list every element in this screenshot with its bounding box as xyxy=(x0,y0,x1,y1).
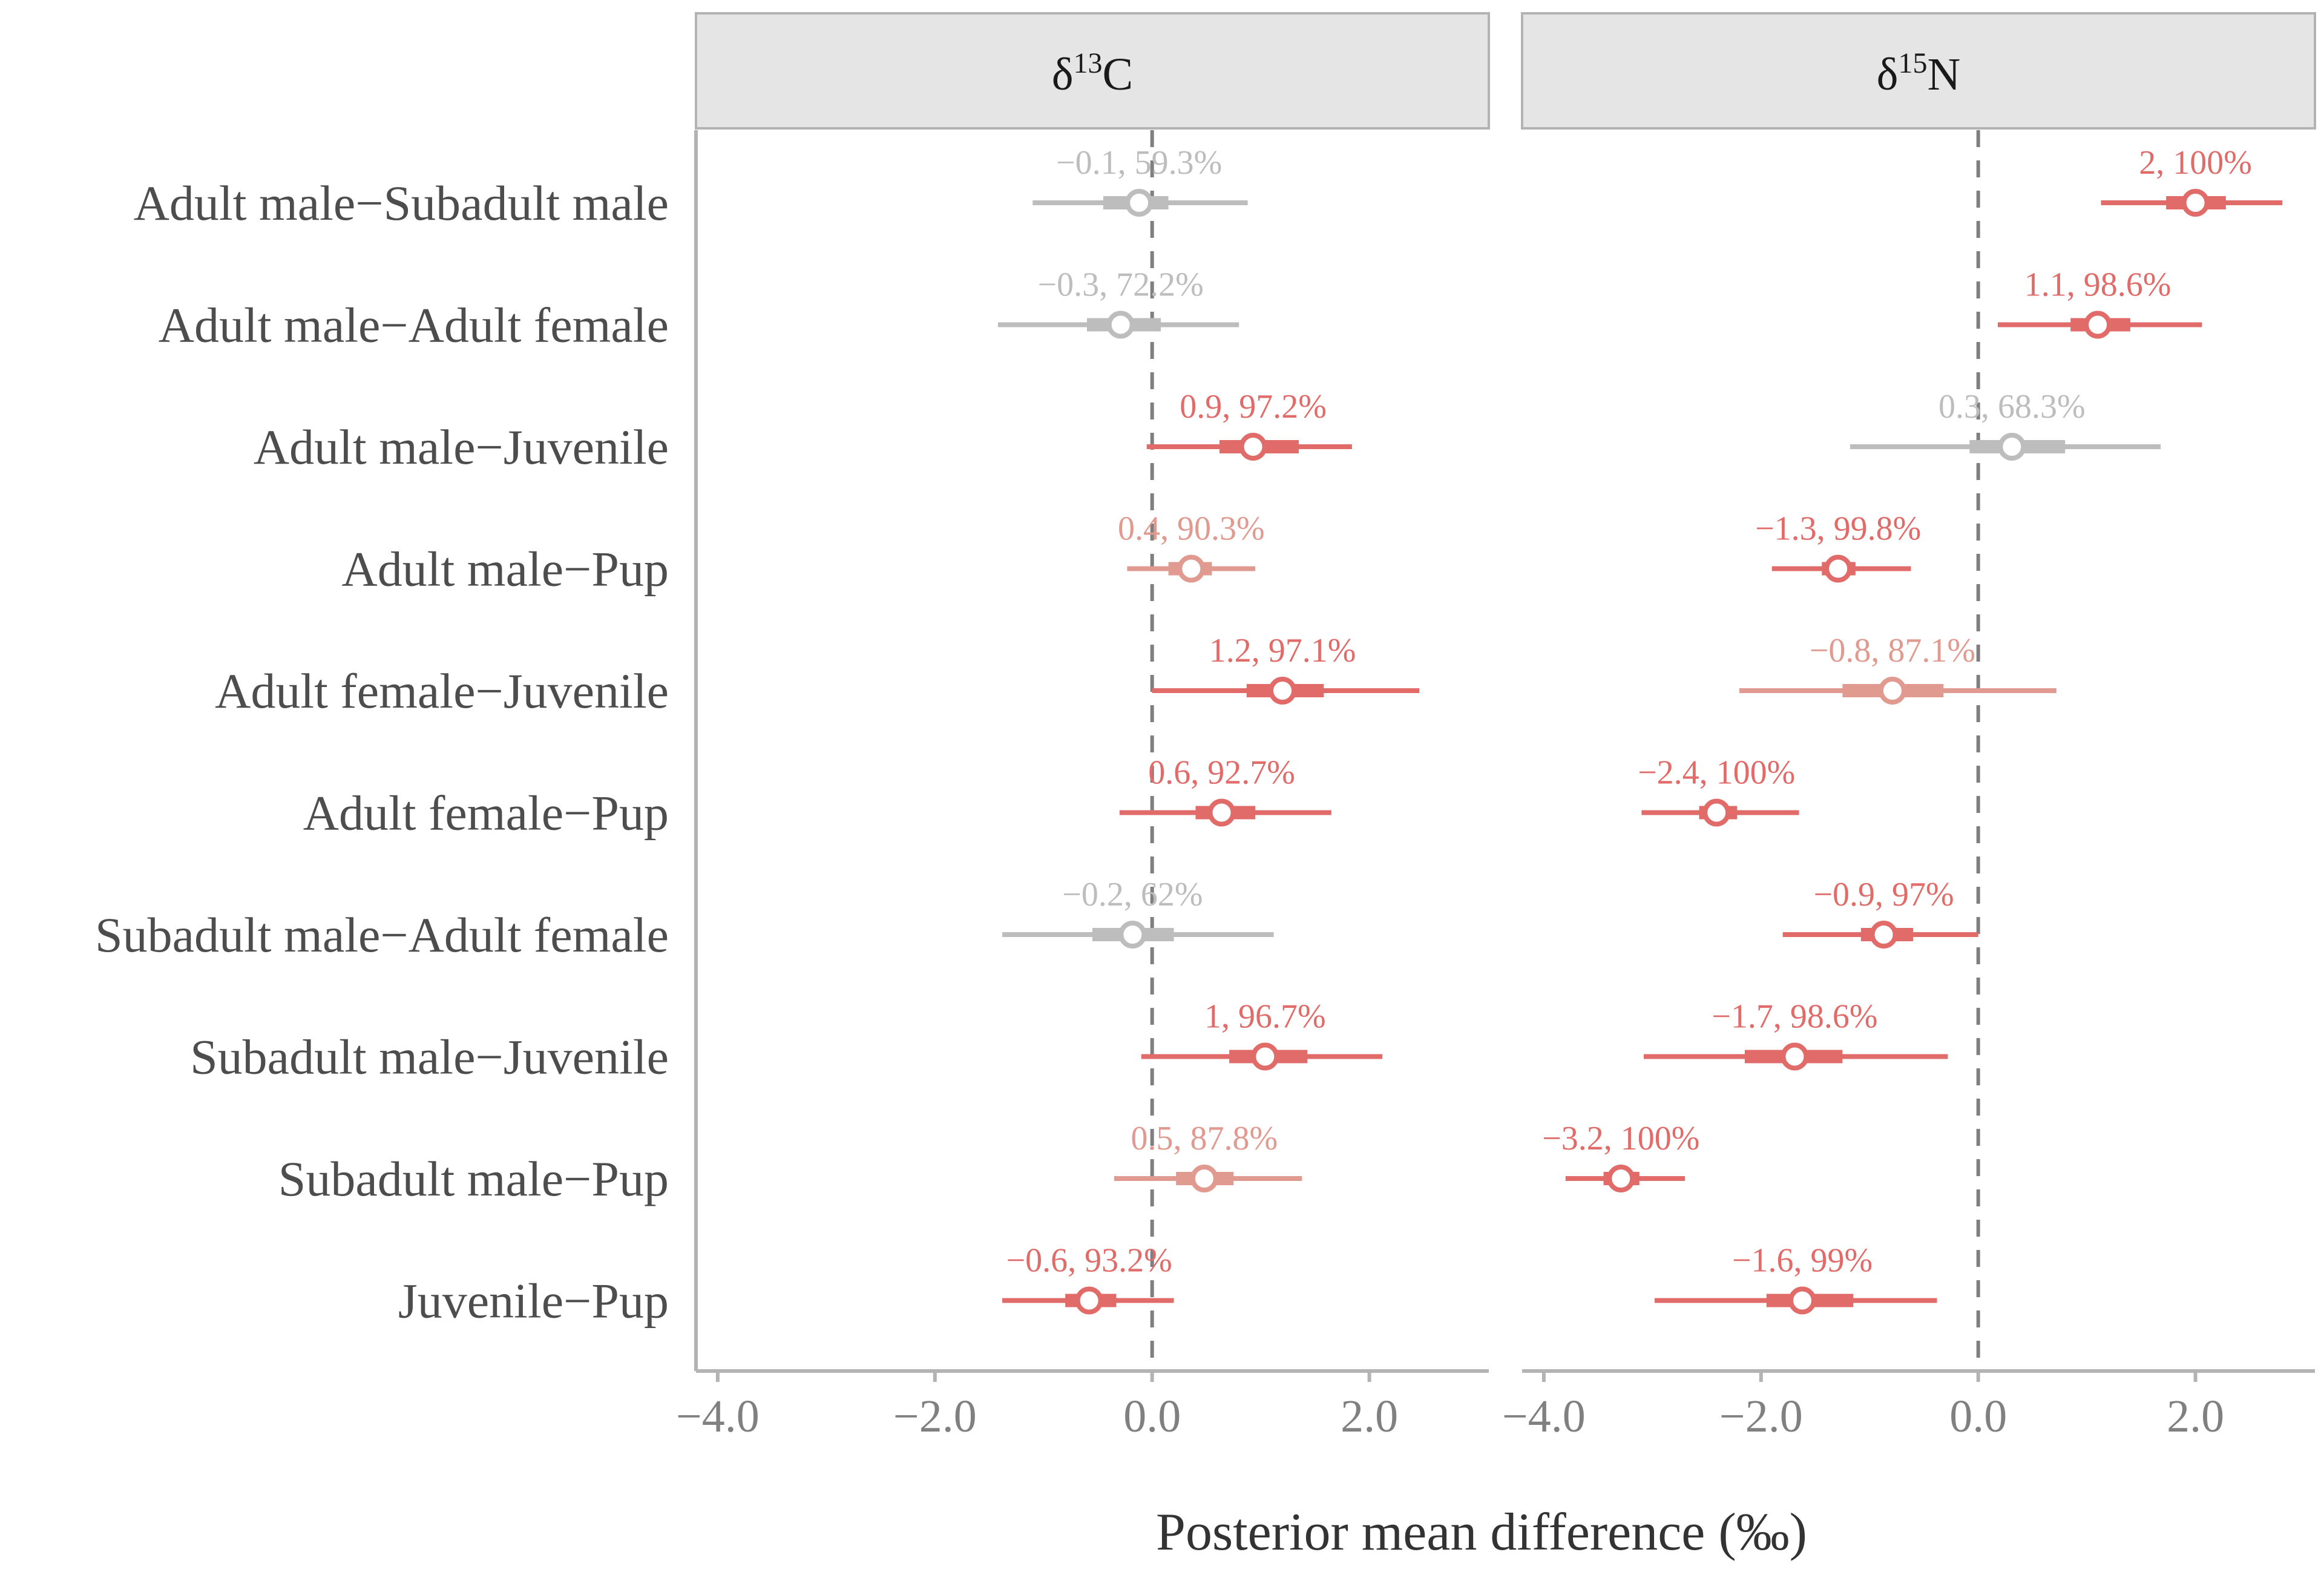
panel-title-sup: 15 xyxy=(1898,47,1927,79)
point-label: −0.1, 59.3% xyxy=(1056,144,1222,182)
mean-point xyxy=(1207,798,1236,827)
panel-title-sup: 13 xyxy=(1074,47,1103,79)
point-label: −3.2, 100% xyxy=(1542,1120,1699,1157)
mean-point xyxy=(1702,798,1731,827)
panel-strip xyxy=(1521,12,2316,130)
mean-point xyxy=(1125,189,1154,217)
point-label: −0.6, 93.2% xyxy=(1006,1242,1172,1280)
point-label: 1.1, 98.6% xyxy=(2024,266,2171,304)
point-label: 1.2, 97.1% xyxy=(1209,632,1356,669)
mean-point xyxy=(1781,1042,1809,1071)
panel-title-suffix: C xyxy=(1103,49,1134,100)
panel-title: δ13C xyxy=(1052,47,1134,100)
mean-point xyxy=(1788,1286,1816,1315)
mean-point xyxy=(1177,554,1206,583)
x-tick-label: −2.0 xyxy=(893,1391,977,1442)
x-tick-label: −4.0 xyxy=(676,1391,760,1442)
mean-point xyxy=(1869,921,1898,949)
point-label: 2, 100% xyxy=(2139,144,2252,182)
mean-point xyxy=(1251,1042,1279,1071)
mean-point xyxy=(2084,311,2112,339)
point-label: 0.4, 90.3% xyxy=(1118,510,1265,548)
mean-point xyxy=(1878,677,1906,705)
row-label: Subadult male−Juvenile xyxy=(190,1030,669,1085)
point-label: −2.4, 100% xyxy=(1638,754,1795,792)
row-label: Adult male−Adult female xyxy=(159,298,669,353)
x-tick-label: 0.0 xyxy=(1123,1391,1181,1442)
x-tick-label: 2.0 xyxy=(1341,1391,1398,1442)
x-tick-label: −4.0 xyxy=(1502,1391,1586,1442)
x-axis-title: Posterior mean difference (‰) xyxy=(1156,1503,1807,1562)
point-label: −0.2, 62% xyxy=(1062,876,1203,913)
mean-point xyxy=(1190,1165,1218,1192)
x-tick-label: −2.0 xyxy=(1719,1391,1803,1442)
point-label: −1.6, 99% xyxy=(1732,1242,1873,1280)
row-label: Adult female−Pup xyxy=(303,786,669,841)
panel-strip xyxy=(695,12,1490,130)
row-label: Adult male−Pup xyxy=(342,542,669,597)
mean-point xyxy=(1239,433,1267,461)
mean-point xyxy=(2181,189,2210,217)
x-tick-label: 2.0 xyxy=(2167,1391,2224,1442)
row-label: Subadult male−Pup xyxy=(278,1151,669,1206)
panel-title-suffix: N xyxy=(1927,49,1960,100)
point-label: 0.6, 92.7% xyxy=(1148,754,1295,792)
mean-point xyxy=(1824,554,1853,583)
panel-title-prefix: δ xyxy=(1052,49,1074,100)
mean-point xyxy=(1118,921,1147,949)
panel-title-prefix: δ xyxy=(1877,49,1899,100)
point-label: 0.9, 97.2% xyxy=(1180,388,1327,426)
row-label: Adult female−Juvenile xyxy=(215,663,669,718)
point-label: −0.8, 87.1% xyxy=(1810,632,1975,669)
row-label: Adult male−Juvenile xyxy=(254,419,669,475)
point-label: −1.3, 99.8% xyxy=(1755,510,1921,548)
point-label: 1, 96.7% xyxy=(1204,998,1326,1036)
mean-point xyxy=(1998,433,2026,461)
point-label: −0.9, 97% xyxy=(1813,876,1954,913)
point-label: 0.5, 87.8% xyxy=(1131,1120,1278,1157)
panel-title: δ15N xyxy=(1877,47,1961,100)
row-label: Subadult male−Adult female xyxy=(95,907,669,962)
point-label: 0.3, 68.3% xyxy=(1938,388,2086,426)
row-label: Juvenile−Pup xyxy=(398,1274,669,1329)
row-label: Adult male−Subadult male xyxy=(134,176,669,231)
point-label: −1.7, 98.6% xyxy=(1712,998,1877,1036)
mean-point xyxy=(1075,1286,1103,1315)
mean-point xyxy=(1106,311,1135,339)
point-label: −0.3, 72.2% xyxy=(1038,266,1204,304)
x-tick-label: 0.0 xyxy=(1949,1391,2007,1442)
mean-point xyxy=(1607,1165,1635,1192)
mean-point xyxy=(1269,677,1297,705)
